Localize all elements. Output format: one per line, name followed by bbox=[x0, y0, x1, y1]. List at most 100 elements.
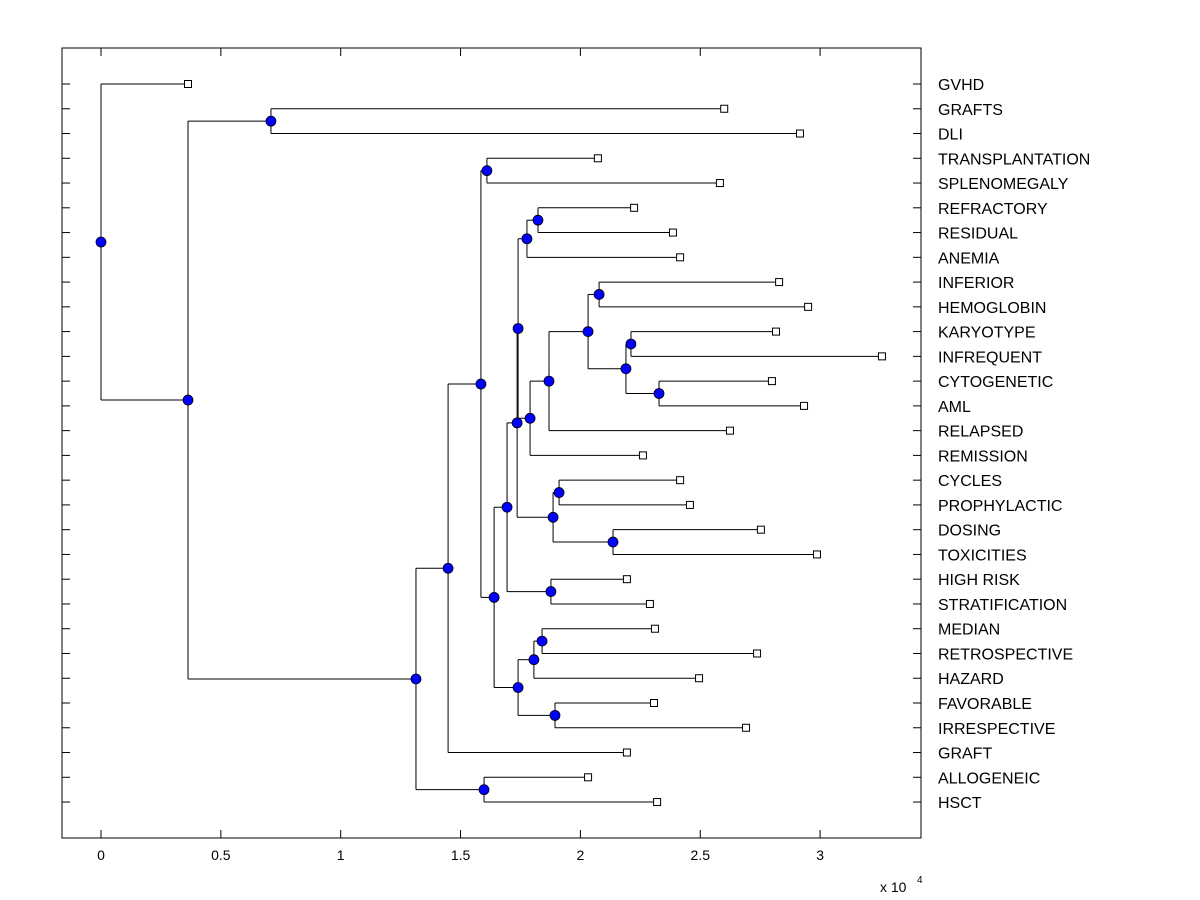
leaf-label: HAZARD bbox=[938, 671, 1004, 688]
leaf-marker bbox=[771, 327, 780, 336]
leaf-marker bbox=[638, 451, 647, 460]
nodes bbox=[95, 80, 886, 807]
leaf-label: KARYOTYPE bbox=[938, 325, 1036, 342]
cluster-node bbox=[536, 635, 548, 647]
cluster-node bbox=[512, 323, 524, 334]
leaf-marker bbox=[720, 104, 729, 113]
leaf-marker bbox=[775, 278, 784, 287]
plot-area bbox=[61, 47, 922, 839]
leaf-marker bbox=[795, 129, 804, 138]
x-tick-label: 3 bbox=[816, 847, 824, 863]
leaf-marker bbox=[767, 377, 776, 386]
leaf-marker bbox=[622, 748, 631, 757]
y-ticks bbox=[62, 83, 921, 803]
x-tick-label: 1 bbox=[337, 847, 345, 863]
leaf-label: RETROSPECTIVE bbox=[938, 646, 1073, 663]
cluster-node bbox=[478, 784, 490, 796]
leaf-label: CYCLES bbox=[938, 473, 1002, 490]
leaf-marker bbox=[649, 699, 658, 707]
leaf-marker bbox=[676, 253, 685, 262]
leaf-marker bbox=[630, 203, 639, 212]
x-multiplier-label: x 10 bbox=[880, 879, 907, 895]
leaf-label: PROPHYLACTIC bbox=[938, 498, 1062, 515]
cluster-node bbox=[607, 536, 619, 548]
x-multiplier-exponent: 4 bbox=[917, 875, 923, 886]
leaf-label: HEMOGLOBIN bbox=[938, 300, 1046, 317]
leaf-label: HIGH RISK bbox=[938, 572, 1020, 589]
leaf-marker bbox=[184, 80, 193, 88]
leaf-label: FAVORABLE bbox=[938, 696, 1032, 713]
leaf-marker bbox=[584, 773, 593, 782]
leaf-marker bbox=[725, 426, 734, 435]
leaf-label: DOSING bbox=[938, 523, 1001, 540]
cluster-node bbox=[501, 501, 513, 513]
leaf-label: REFRACTORY bbox=[938, 201, 1048, 218]
leaf-marker bbox=[668, 228, 677, 237]
cluster-node bbox=[265, 115, 277, 127]
cluster-node bbox=[410, 673, 422, 685]
leaf-marker bbox=[593, 154, 602, 163]
leaf-labels: GVHD GRAFTS DLI TRANSPLANTATION SPLENOMEGALY… bbox=[938, 77, 1090, 812]
leaf-label: DLI bbox=[938, 127, 963, 144]
leaf-label: SPLENOMEGALY bbox=[938, 176, 1069, 193]
x-tick-label: 2 bbox=[577, 847, 585, 863]
cluster-node bbox=[512, 682, 524, 693]
cluster-node bbox=[625, 338, 637, 350]
leaf-label: ANEMIA bbox=[938, 250, 1000, 267]
leaf-label: REMISSION bbox=[938, 448, 1028, 465]
x-tick-label: 2.5 bbox=[691, 847, 711, 863]
leaf-label: GVHD bbox=[938, 77, 984, 94]
leaf-label: INFREQUENT bbox=[938, 349, 1042, 366]
cluster-node bbox=[475, 378, 487, 390]
leaf-marker bbox=[650, 624, 659, 633]
cluster-node bbox=[543, 375, 555, 387]
cluster-node bbox=[488, 591, 500, 603]
leaf-marker bbox=[756, 525, 765, 534]
leaf-marker bbox=[715, 179, 724, 188]
leaf-label: HSCT bbox=[938, 795, 982, 812]
leaf-marker bbox=[877, 352, 886, 361]
x-tick-label: 1.5 bbox=[451, 847, 471, 863]
leaf-label: GRAFT bbox=[938, 746, 992, 763]
leaf-label: STRATIFICATION bbox=[938, 597, 1067, 614]
cluster-node bbox=[545, 586, 557, 597]
leaf-marker bbox=[676, 476, 685, 485]
leaf-marker bbox=[622, 575, 631, 584]
cluster-node bbox=[582, 326, 594, 338]
leaf-marker bbox=[653, 798, 662, 807]
leaf-label: ALLOGENEIC bbox=[938, 770, 1040, 787]
cluster-node bbox=[442, 562, 454, 574]
leaf-label: RELAPSED bbox=[938, 424, 1023, 441]
cluster-node bbox=[532, 214, 544, 226]
leaf-label: INFERIOR bbox=[938, 275, 1014, 292]
cluster-node bbox=[521, 233, 533, 245]
leaf-marker bbox=[685, 500, 694, 509]
cluster-node bbox=[620, 363, 632, 375]
cluster-node bbox=[481, 165, 493, 177]
cluster-node bbox=[182, 394, 194, 406]
leaf-marker bbox=[645, 599, 654, 608]
cluster-node bbox=[653, 388, 665, 399]
leaf-marker bbox=[804, 302, 813, 311]
leaf-label: AML bbox=[938, 399, 971, 416]
leaf-label: RESIDUAL bbox=[938, 226, 1018, 243]
cluster-node bbox=[95, 236, 107, 248]
cluster-node bbox=[553, 487, 565, 498]
leaf-label: IRRESPECTIVE bbox=[938, 721, 1055, 738]
leaf-marker bbox=[742, 723, 751, 732]
leaf-label: CYTOGENETIC bbox=[938, 374, 1053, 391]
cluster-node bbox=[524, 412, 536, 424]
leaf-marker bbox=[753, 649, 762, 658]
x-ticks: 0 0.5 1 1.5 2 2.5 3 bbox=[97, 48, 824, 863]
leaf-label: MEDIAN bbox=[938, 622, 1000, 639]
x-tick-label: 0 bbox=[97, 847, 105, 863]
leaf-label: GRAFTS bbox=[938, 102, 1003, 119]
leaf-label: TRANSPLANTATION bbox=[938, 151, 1090, 168]
x-tick-label: 0.5 bbox=[211, 847, 231, 863]
leaf-marker bbox=[695, 674, 704, 683]
cluster-node bbox=[549, 709, 561, 721]
leaf-marker bbox=[800, 401, 809, 410]
cluster-node bbox=[593, 289, 605, 300]
cluster-node bbox=[528, 654, 540, 666]
